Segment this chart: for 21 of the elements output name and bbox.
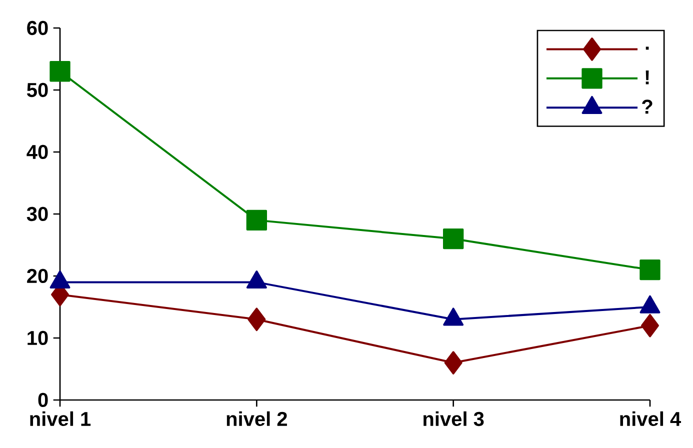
point <box>50 61 70 82</box>
y-tick-label: 50 <box>26 82 48 98</box>
legend-label: ? <box>642 100 652 114</box>
y-tick-label: 20 <box>27 268 48 284</box>
point <box>248 308 266 332</box>
point <box>246 210 268 231</box>
y-tick-label: 30 <box>26 206 48 222</box>
point <box>640 314 659 338</box>
x-tick-label: nivel 2 <box>226 411 287 426</box>
legend-label: ! <box>646 70 649 84</box>
y-tick-label: 40 <box>26 144 48 160</box>
point <box>640 259 660 280</box>
x-tick-label: nivel 4 <box>620 411 682 426</box>
y-tick-label: 0 <box>38 392 48 408</box>
legend-label: . <box>646 46 649 50</box>
x-tick-label: nivel 3 <box>424 411 484 426</box>
x-tick-label: nivel 1 <box>30 411 91 426</box>
y-tick-label: 60 <box>27 20 48 36</box>
point <box>444 351 462 374</box>
point <box>443 228 464 250</box>
y-tick-label: 10 <box>28 330 48 346</box>
